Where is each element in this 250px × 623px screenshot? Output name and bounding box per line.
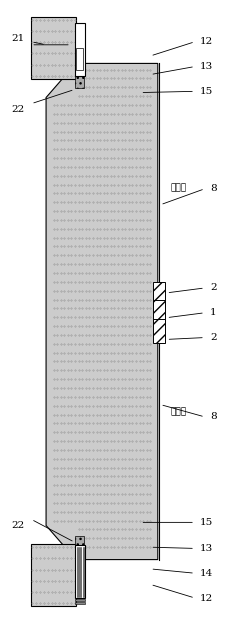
Bar bbox=[152, 282, 164, 305]
Text: 22: 22 bbox=[11, 521, 24, 530]
Bar bbox=[31, 17, 76, 79]
Bar bbox=[74, 73, 84, 88]
Text: 8: 8 bbox=[209, 184, 216, 193]
Bar bbox=[152, 319, 164, 343]
Text: 12: 12 bbox=[199, 594, 212, 602]
Text: 15: 15 bbox=[199, 518, 212, 527]
Text: 15: 15 bbox=[199, 87, 212, 96]
Polygon shape bbox=[46, 64, 157, 559]
Bar bbox=[152, 300, 164, 324]
Bar bbox=[74, 536, 84, 548]
Text: 14: 14 bbox=[199, 569, 212, 578]
Text: 22: 22 bbox=[11, 105, 24, 115]
Bar bbox=[31, 544, 76, 606]
Bar bbox=[76, 48, 83, 70]
Bar bbox=[74, 602, 84, 604]
Text: 12: 12 bbox=[199, 37, 212, 46]
Text: 13: 13 bbox=[199, 62, 212, 71]
Text: 防波区: 防波区 bbox=[170, 183, 186, 192]
Text: 2: 2 bbox=[209, 333, 216, 342]
Text: 21: 21 bbox=[11, 34, 24, 43]
Text: 13: 13 bbox=[199, 544, 212, 553]
Text: 8: 8 bbox=[209, 412, 216, 421]
Bar bbox=[74, 23, 84, 76]
Text: 2: 2 bbox=[209, 283, 216, 292]
Text: 1: 1 bbox=[209, 308, 216, 317]
Bar bbox=[74, 599, 84, 601]
Text: 防波区: 防波区 bbox=[170, 407, 186, 417]
Bar bbox=[74, 545, 84, 598]
